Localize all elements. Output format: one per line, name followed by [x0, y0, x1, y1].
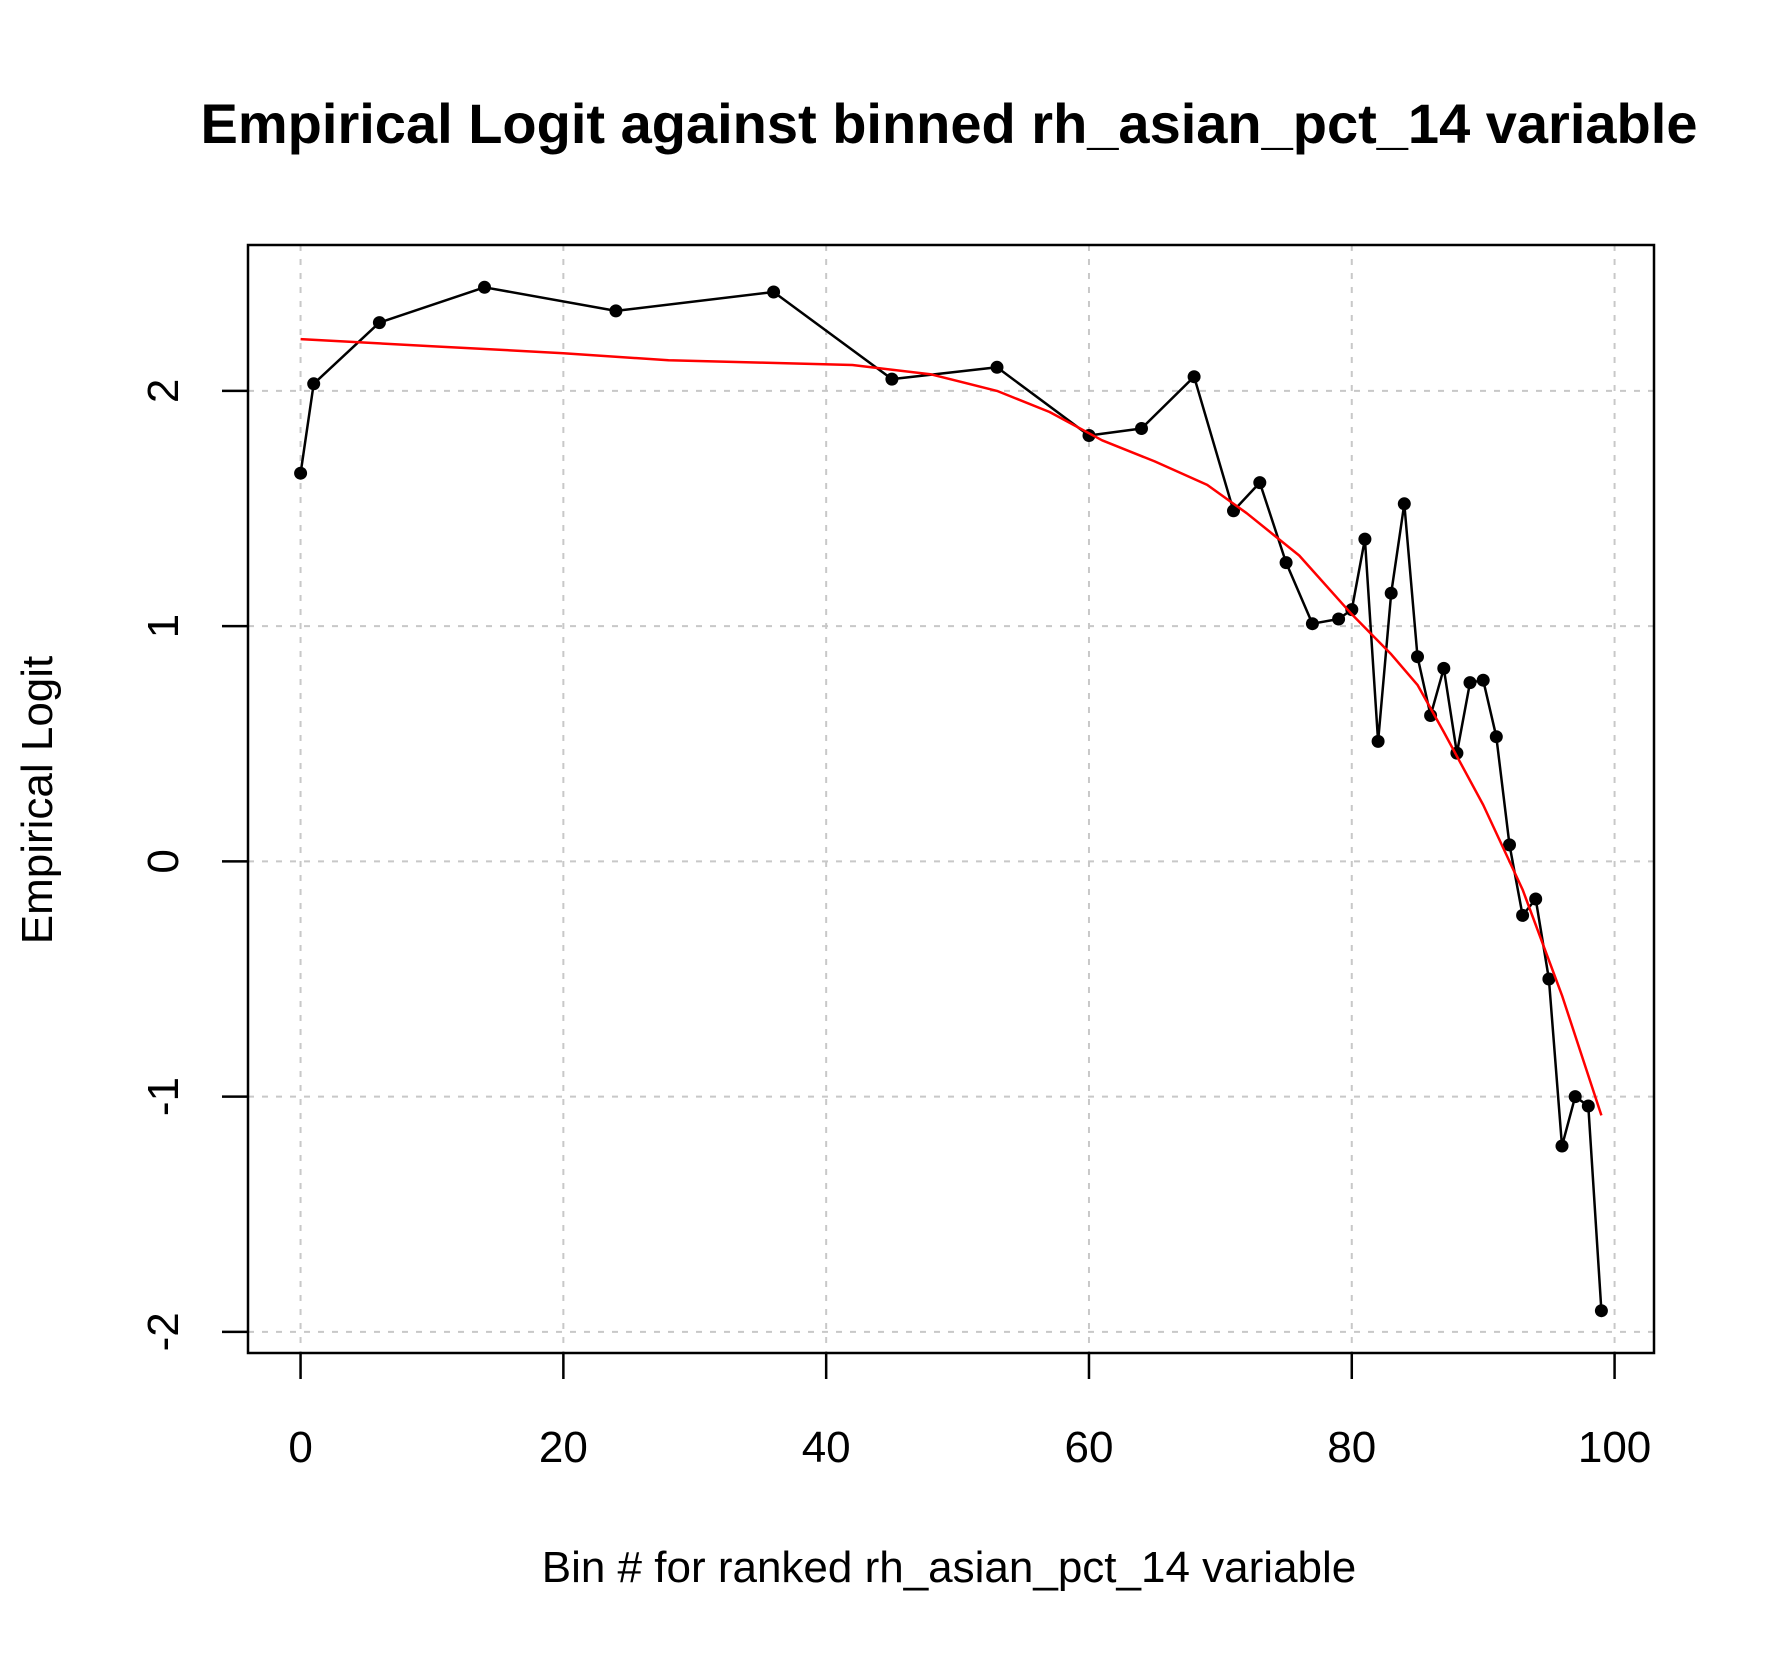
- x-tick-label: 0: [288, 1423, 312, 1472]
- data-point: [478, 280, 491, 294]
- y-tick-label: -1: [139, 1077, 188, 1116]
- y-axis-label: Empirical Logit: [13, 656, 62, 945]
- data-point: [990, 360, 1004, 374]
- data-point: [1437, 661, 1451, 675]
- y-tick-label: 1: [139, 614, 188, 638]
- data-point: [294, 466, 308, 480]
- data-point: [885, 372, 899, 386]
- plot-frame: [246, 243, 1656, 1355]
- y-axis: -2 -1 0 1 2: [139, 379, 248, 1351]
- data-point: [1529, 892, 1543, 906]
- chart-title: Empirical Logit against binned rh_asian_…: [201, 92, 1698, 155]
- series-layer: [294, 280, 1608, 1318]
- data-point: [1279, 556, 1293, 570]
- data-point: [1411, 650, 1424, 664]
- data-point: [609, 304, 623, 318]
- data-point: [1384, 586, 1398, 600]
- smooth-fit-line: [300, 337, 1603, 1116]
- data-point: [1135, 422, 1148, 435]
- data-point: [1358, 532, 1372, 546]
- data-point: [1489, 730, 1503, 744]
- y-tick-label: 0: [139, 849, 188, 873]
- data-point: [767, 285, 781, 299]
- x-tick-label: 60: [1064, 1423, 1113, 1472]
- x-tick-label: 40: [802, 1423, 851, 1472]
- x-tick-label: 80: [1327, 1423, 1376, 1472]
- data-point: [1371, 734, 1385, 748]
- data-point: [372, 316, 386, 330]
- empirical-logit-line: [299, 286, 1603, 1311]
- data-point: [1397, 497, 1411, 511]
- grid: [248, 245, 1654, 1353]
- data-point: [1476, 673, 1490, 687]
- y-tick-label: 2: [139, 379, 188, 403]
- data-point: [1253, 476, 1267, 490]
- x-axis-label: Bin # for ranked rh_asian_pct_14 variabl…: [542, 1543, 1357, 1592]
- data-point: [1568, 1090, 1582, 1104]
- data-point: [1555, 1139, 1569, 1153]
- y-tick-label: -2: [139, 1312, 188, 1351]
- data-point: [1332, 612, 1346, 626]
- data-point: [1503, 838, 1516, 852]
- x-axis: 0 20 40 60 80 100: [288, 1353, 1651, 1472]
- data-point: [1516, 908, 1530, 922]
- data-point: [1305, 617, 1319, 631]
- x-tick-label: 20: [539, 1423, 588, 1472]
- x-tick-label: 100: [1578, 1423, 1651, 1472]
- data-point: [1463, 676, 1477, 690]
- data-point: [1187, 370, 1201, 384]
- data-point: [1542, 972, 1556, 986]
- data-point: [1581, 1099, 1595, 1113]
- data-point: [307, 377, 321, 391]
- data-point: [1594, 1304, 1608, 1318]
- data-point: [1345, 603, 1359, 617]
